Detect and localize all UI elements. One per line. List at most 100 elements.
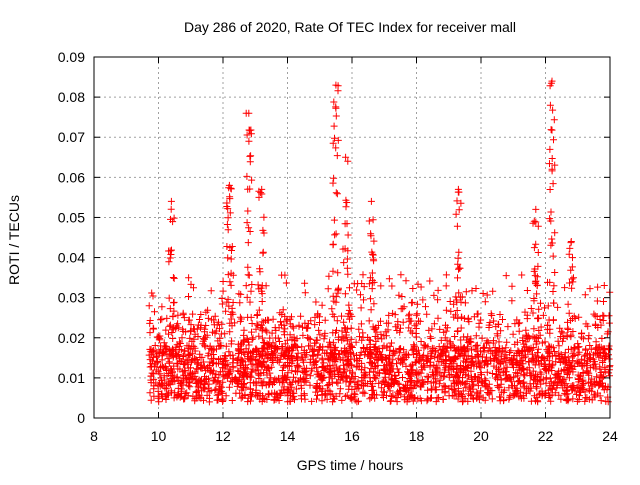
data-point bbox=[163, 367, 171, 374]
data-point bbox=[412, 369, 420, 377]
data-point bbox=[426, 277, 434, 285]
data-point bbox=[292, 385, 300, 393]
data-point bbox=[426, 333, 434, 341]
data-point bbox=[278, 343, 286, 350]
data-point bbox=[345, 301, 353, 309]
data-point bbox=[474, 373, 482, 381]
data-point bbox=[401, 351, 409, 359]
data-point bbox=[585, 332, 593, 340]
data-point bbox=[155, 336, 163, 344]
data-point bbox=[417, 283, 425, 291]
data-point bbox=[440, 343, 448, 351]
data-point bbox=[394, 318, 402, 326]
data-point bbox=[256, 268, 264, 276]
data-point bbox=[326, 379, 334, 387]
data-point bbox=[234, 354, 242, 362]
data-point bbox=[291, 396, 298, 404]
data-point bbox=[586, 285, 594, 293]
data-point bbox=[201, 379, 208, 387]
data-point bbox=[595, 353, 603, 361]
data-point bbox=[244, 355, 252, 363]
data-point bbox=[334, 287, 342, 295]
data-point bbox=[484, 384, 492, 392]
data-point bbox=[253, 346, 261, 354]
data-point bbox=[426, 362, 434, 369]
data-point bbox=[335, 333, 343, 341]
data-point bbox=[330, 122, 338, 130]
data-point bbox=[432, 398, 440, 406]
data-point bbox=[259, 394, 267, 402]
data-point bbox=[255, 332, 263, 340]
data-point bbox=[468, 391, 476, 399]
data-point bbox=[223, 298, 231, 306]
data-point bbox=[388, 339, 395, 347]
data-point bbox=[537, 377, 545, 385]
data-point bbox=[289, 389, 297, 397]
data-point bbox=[260, 378, 268, 386]
data-point bbox=[393, 398, 401, 406]
data-point bbox=[176, 393, 184, 401]
data-point bbox=[565, 395, 573, 403]
data-point bbox=[229, 355, 237, 363]
data-point bbox=[442, 348, 450, 356]
data-point bbox=[345, 306, 353, 314]
data-point bbox=[368, 285, 376, 293]
data-point bbox=[158, 315, 166, 323]
data-point bbox=[461, 299, 469, 307]
data-point bbox=[442, 321, 449, 329]
data-point bbox=[547, 343, 555, 351]
x-tick-label: 22 bbox=[538, 428, 554, 444]
data-point bbox=[146, 329, 154, 337]
data-point bbox=[529, 367, 537, 375]
data-point bbox=[215, 318, 222, 326]
data-point bbox=[530, 392, 538, 400]
data-point bbox=[258, 361, 265, 369]
data-point bbox=[489, 287, 497, 295]
data-point bbox=[425, 326, 433, 334]
data-point bbox=[254, 311, 261, 319]
data-point bbox=[442, 306, 450, 314]
data-point bbox=[455, 206, 463, 214]
data-point bbox=[301, 368, 309, 376]
data-point bbox=[537, 323, 545, 331]
data-point bbox=[395, 380, 403, 388]
data-point bbox=[220, 373, 228, 381]
data-point bbox=[590, 363, 598, 371]
data-point bbox=[438, 372, 446, 380]
data-point bbox=[475, 396, 483, 404]
data-point bbox=[457, 199, 465, 207]
data-point bbox=[379, 388, 387, 396]
data-point bbox=[332, 104, 340, 112]
data-point bbox=[410, 346, 418, 354]
data-point bbox=[450, 356, 458, 364]
data-point bbox=[472, 285, 480, 292]
data-point bbox=[533, 273, 541, 281]
data-point bbox=[529, 344, 537, 351]
data-point bbox=[409, 285, 417, 292]
data-point bbox=[349, 375, 357, 383]
data-point bbox=[338, 396, 346, 404]
data-point bbox=[176, 340, 184, 347]
data-point bbox=[575, 313, 583, 321]
data-point bbox=[289, 354, 297, 362]
x-tick-label: 14 bbox=[280, 428, 296, 444]
data-point bbox=[182, 359, 190, 367]
data-point bbox=[343, 255, 351, 263]
data-point bbox=[297, 312, 305, 320]
data-point bbox=[569, 254, 576, 262]
data-point bbox=[245, 348, 253, 356]
data-point bbox=[313, 336, 321, 344]
data-point bbox=[442, 356, 450, 363]
data-point bbox=[283, 336, 291, 344]
data-point bbox=[150, 392, 158, 400]
data-point bbox=[210, 321, 218, 329]
data-point bbox=[226, 328, 234, 336]
data-point bbox=[227, 311, 235, 318]
data-point bbox=[332, 81, 340, 89]
data-point bbox=[281, 331, 288, 339]
data-point bbox=[578, 355, 586, 363]
data-point bbox=[185, 274, 193, 282]
data-point bbox=[417, 383, 425, 391]
data-point bbox=[247, 152, 255, 160]
x-tick-label: 10 bbox=[151, 428, 167, 444]
